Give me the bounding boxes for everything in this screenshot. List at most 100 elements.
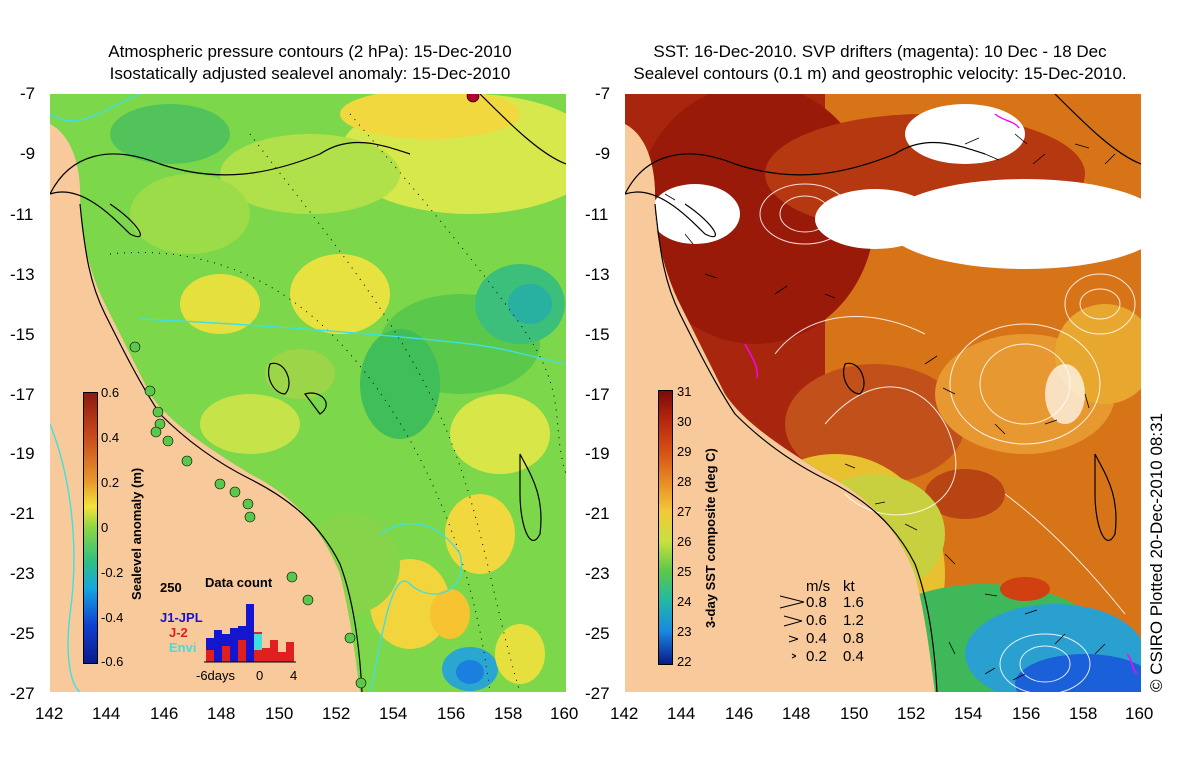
svp-drifter-tracks <box>744 113 1138 675</box>
sst-colorbar-tick-4: 27 <box>677 504 692 519</box>
left-lon-tick-0: 142 <box>35 704 64 723</box>
velocity-legend-ms-1: 0.6 <box>806 612 827 629</box>
right-lat-tick-1: -9 <box>595 144 611 163</box>
left-lat-tick-0: -7 <box>20 84 36 103</box>
left-lat-tick-9: -25 <box>10 624 35 643</box>
right-lat-tick-3: -13 <box>585 265 610 284</box>
left-lon-tick-4: 150 <box>265 704 294 723</box>
right-lon-tick-7: 156 <box>1012 704 1041 723</box>
sst-colorbar-tick-8: 23 <box>677 624 692 639</box>
sst-colorbar-tick-2: 29 <box>677 444 692 459</box>
velocity-legend-kt-0: 1.6 <box>843 594 864 611</box>
sst-colorbar-tick-0: 31 <box>677 384 692 399</box>
right-lon-tick-1: 144 <box>667 704 696 723</box>
sl-colorbar-tick-4: -0.2 <box>101 565 124 580</box>
velocity-legend-ms-0: 0.8 <box>806 594 827 611</box>
isobath-lines <box>50 94 566 692</box>
sl-colorbar-tick-6: -0.6 <box>101 654 124 669</box>
sealevel-anomaly-map[interactable] <box>50 94 566 692</box>
right-lon-tick-6: 154 <box>954 704 983 723</box>
right-lat-tick-5: -17 <box>585 385 610 404</box>
velocity-legend-kt-1: 1.2 <box>843 612 864 629</box>
right-map-title-line2: Sealevel contours (0.1 m) and geostrophi… <box>633 64 1127 83</box>
right-lat-tick-2: -11 <box>585 205 609 224</box>
sealevel-anomaly-map-svg <box>50 94 566 692</box>
data-count-histogram <box>204 604 296 663</box>
sst-colorbar-tick-3: 28 <box>677 474 692 489</box>
sl-colorbar-tick-3: 0 <box>101 520 109 535</box>
sealevel-colorbar <box>83 392 98 664</box>
right-lat-tick-6: -19 <box>585 444 610 463</box>
sst-colorbar-tick-5: 26 <box>677 534 692 549</box>
velocity-legend-ms-2: 0.4 <box>806 630 827 647</box>
left-lat-tick-6: -19 <box>10 444 35 463</box>
pressure-contours <box>109 113 566 692</box>
sst-colorbar-tick-7: 24 <box>677 594 692 609</box>
inset-legend-j2: J-2 <box>169 625 188 640</box>
inset-xlabel-end: 4 <box>290 668 298 683</box>
left-lon-tick-3: 148 <box>207 704 236 723</box>
coastline <box>625 94 1141 692</box>
right-lat-tick-9: -25 <box>585 624 610 643</box>
left-lat-tick-7: -21 <box>10 504 35 523</box>
left-lon-tick-1: 144 <box>92 704 121 723</box>
sl-colorbar-label: Sealevel anomaly (m) <box>129 467 144 600</box>
sealevel-contours <box>759 183 1136 692</box>
right-lon-tick-9: 160 <box>1125 704 1154 723</box>
sst-colorbar-tick-6: 25 <box>677 564 692 579</box>
tide-gauge-highlight <box>466 94 480 103</box>
sst-map-svg <box>625 94 1141 692</box>
left-lat-tick-5: -17 <box>10 385 35 404</box>
inset-xlabel-start: -6days <box>196 668 236 683</box>
left-lon-tick-2: 146 <box>150 704 179 723</box>
inset-count-label: 250 <box>160 580 182 595</box>
inset-xlabel-zero: 0 <box>256 668 264 683</box>
right-lon-tick-4: 150 <box>840 704 869 723</box>
sst-colorbar-tick-1: 30 <box>677 414 692 429</box>
right-map-title-line1: SST: 16-Dec-2010. SVP drifters (magenta)… <box>653 42 1107 61</box>
left-lon-tick-9: 160 <box>550 704 579 723</box>
velocity-legend-header-kt: kt <box>843 578 855 595</box>
left-lat-tick-10: -27 <box>10 684 35 703</box>
velocity-legend-ms-3: 0.2 <box>806 648 827 665</box>
right-lon-tick-5: 152 <box>897 704 926 723</box>
sst-map[interactable] <box>625 94 1141 692</box>
sl-colorbar-tick-1: 0.4 <box>101 430 120 445</box>
sl-colorbar-tick-2: 0.2 <box>101 475 120 490</box>
right-lat-tick-0: -7 <box>595 84 611 103</box>
left-lat-tick-2: -11 <box>10 205 34 224</box>
left-lat-tick-4: -15 <box>10 325 35 344</box>
csiro-credit: © CSIRO Plotted 20-Dec-2010 08:31 <box>1147 412 1166 692</box>
right-lon-tick-2: 146 <box>725 704 754 723</box>
left-lat-tick-1: -9 <box>20 144 36 163</box>
right-lon-tick-8: 158 <box>1069 704 1098 723</box>
tide-gauge-stations <box>129 341 367 689</box>
right-lon-tick-3: 148 <box>782 704 811 723</box>
sst-colorbar-label: 3-day SST composite (deg C) <box>703 448 718 628</box>
right-lat-tick-10: -27 <box>585 684 610 703</box>
velocity-legend-arrows <box>779 595 805 659</box>
right-lon-tick-0: 142 <box>610 704 639 723</box>
left-lat-tick-8: -23 <box>10 564 35 583</box>
sst-colorbar <box>658 390 673 665</box>
sl-colorbar-tick-5: -0.4 <box>101 610 124 625</box>
right-lat-tick-8: -23 <box>585 564 610 583</box>
inset-title: Data count <box>205 575 273 590</box>
right-lat-tick-4: -15 <box>585 325 610 344</box>
left-lon-tick-8: 158 <box>494 704 523 723</box>
left-lon-tick-5: 152 <box>322 704 351 723</box>
velocity-legend-header-ms: m/s <box>806 578 831 595</box>
right-lat-tick-7: -21 <box>585 504 610 523</box>
left-map-title-line2: Isostatically adjusted sealevel anomaly:… <box>109 64 511 83</box>
inset-legend-j1: J1-JPL <box>160 610 203 625</box>
left-map-title-line1: Atmospheric pressure contours (2 hPa): 1… <box>108 42 512 61</box>
coastline <box>50 94 566 692</box>
left-lon-tick-6: 154 <box>379 704 408 723</box>
sl-colorbar-tick-0: 0.6 <box>101 385 120 400</box>
inset-legend-envi: Envi <box>169 640 197 655</box>
velocity-legend-kt-2: 0.8 <box>843 630 864 647</box>
geostrophic-velocity-arrows <box>664 133 1116 681</box>
sst-colorbar-tick-9: 22 <box>677 654 692 669</box>
velocity-legend-kt-3: 0.4 <box>843 648 864 665</box>
left-lat-tick-3: -13 <box>10 265 35 284</box>
